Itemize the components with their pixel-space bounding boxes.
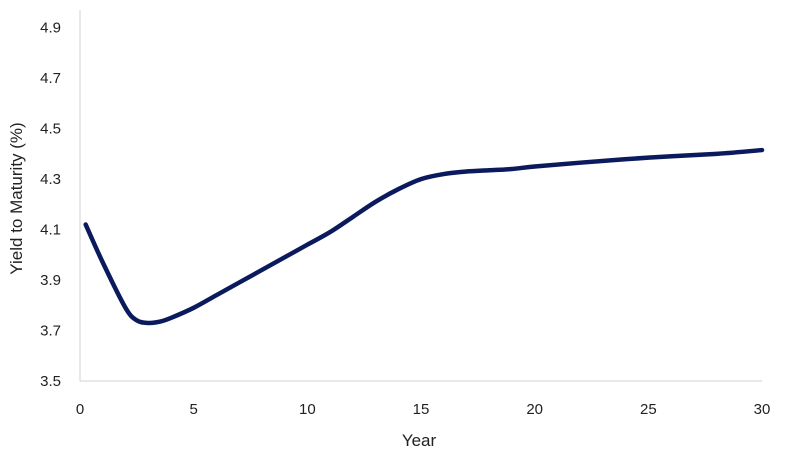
y-tick-label: 4.1 bbox=[40, 222, 61, 239]
y-tick-label: 3.9 bbox=[40, 272, 61, 289]
y-tick-label: 4.3 bbox=[40, 171, 61, 188]
x-tick-label: 30 bbox=[754, 401, 771, 418]
y-axis-ticks: 3.5 3.7 3.9 4.1 4.3 4.5 4.7 4.9 bbox=[40, 20, 61, 390]
y-tick-label: 3.5 bbox=[40, 373, 61, 390]
x-tick-label: 0 bbox=[76, 401, 84, 418]
y-axis-title: Yield to Maturity (%) bbox=[7, 122, 26, 274]
x-tick-label: 10 bbox=[299, 401, 316, 418]
y-tick-label: 4.9 bbox=[40, 20, 61, 37]
x-axis-title: Year bbox=[402, 431, 437, 450]
x-tick-label: 15 bbox=[413, 401, 430, 418]
series-layer bbox=[83, 147, 765, 326]
x-axis-ticks: 0 5 10 15 20 25 30 bbox=[76, 401, 771, 418]
x-tick-label: 5 bbox=[189, 401, 197, 418]
x-tick-label: 20 bbox=[526, 401, 543, 418]
y-tick-label: 4.7 bbox=[40, 70, 61, 87]
yield-curve-line bbox=[83, 147, 765, 326]
y-tick-label: 3.7 bbox=[40, 323, 61, 340]
x-tick-label: 25 bbox=[640, 401, 657, 418]
y-tick-label: 4.5 bbox=[40, 121, 61, 138]
